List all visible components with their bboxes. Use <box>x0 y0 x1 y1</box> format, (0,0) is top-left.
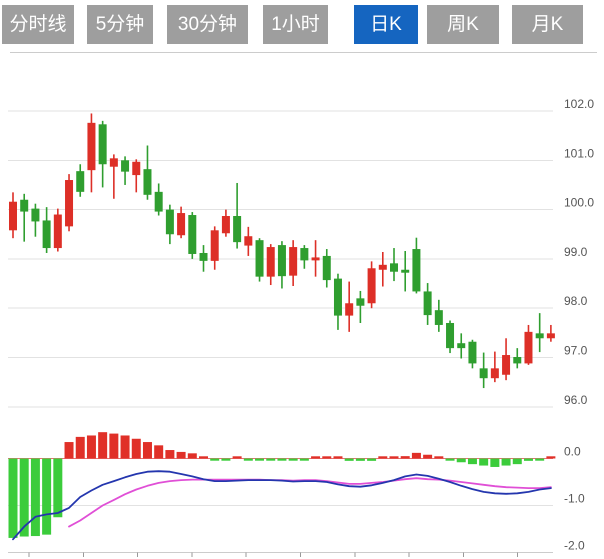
svg-text:-2.0: -2.0 <box>564 539 585 553</box>
svg-text:-1.0: -1.0 <box>564 492 585 506</box>
dif-line <box>12 470 552 541</box>
tab-daily-k[interactable]: 日K <box>354 5 418 44</box>
y-axis-macd-labels: 0.0 -1.0 -2.0 <box>564 445 585 553</box>
svg-text:102.0: 102.0 <box>564 97 594 111</box>
svg-text:96.0: 96.0 <box>564 393 588 407</box>
tab-1hour[interactable]: 1小时 <box>263 5 328 44</box>
x-axis-ticks <box>28 552 519 557</box>
svg-text:97.0: 97.0 <box>564 344 588 358</box>
tab-timeline[interactable]: 分时线 <box>2 5 74 44</box>
tabbar-divider <box>10 52 597 53</box>
svg-text:100.0: 100.0 <box>564 196 594 210</box>
svg-text:0.0: 0.0 <box>564 445 581 459</box>
svg-text:98.0: 98.0 <box>564 294 588 308</box>
candles <box>9 113 555 389</box>
macd-histogram <box>8 432 556 538</box>
tab-30min[interactable]: 30分钟 <box>167 5 248 44</box>
tab-5min[interactable]: 5分钟 <box>87 5 153 44</box>
svg-text:101.0: 101.0 <box>564 146 594 160</box>
macd-grid <box>8 458 553 553</box>
dea-line <box>68 477 552 528</box>
tab-monthly-k[interactable]: 月K <box>512 5 583 44</box>
y-axis-price-labels: 102.0 101.0 100.0 99.0 98.0 97.0 96.0 <box>564 97 594 407</box>
tab-weekly-k[interactable]: 周K <box>427 5 499 44</box>
period-tabbar: 分时线 5分钟 30分钟 1小时 日K 周K 月K <box>0 0 604 52</box>
svg-text:99.0: 99.0 <box>564 245 588 259</box>
